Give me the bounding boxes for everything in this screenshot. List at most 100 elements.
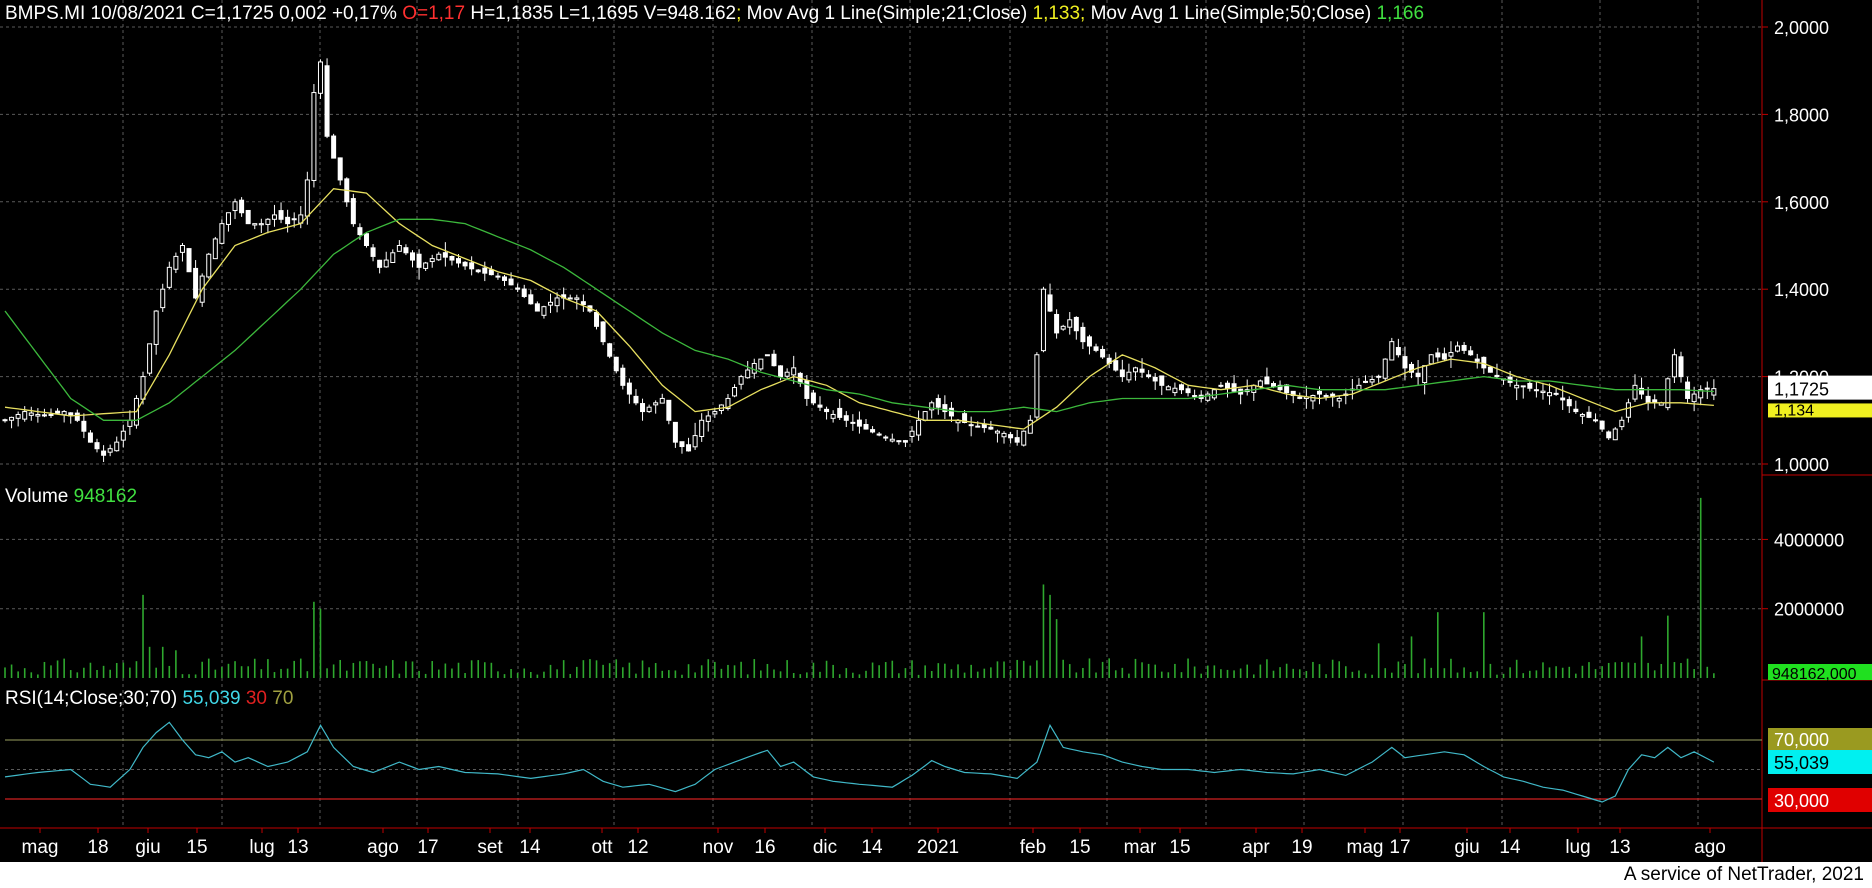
candle-body bbox=[1100, 348, 1106, 358]
candle-body bbox=[1678, 356, 1684, 378]
ma50-line bbox=[4, 218, 1714, 421]
x-tick-label: 12 bbox=[627, 837, 648, 858]
candle-body bbox=[1113, 360, 1119, 371]
price-header: BMPS.MI 10/08/2021 C=1,1725 0,002 +0,17%… bbox=[5, 3, 1424, 25]
candle-body bbox=[640, 403, 646, 413]
candle-body bbox=[810, 392, 816, 404]
x-tick-label: set bbox=[477, 837, 503, 858]
date: 10/08/2021 bbox=[90, 3, 186, 24]
candle-body bbox=[633, 395, 639, 404]
candle-body bbox=[35, 413, 41, 417]
candle-body bbox=[712, 411, 718, 415]
last-price-box bbox=[1768, 375, 1872, 400]
ticker: BMPS.MI bbox=[5, 3, 86, 24]
candle-body bbox=[462, 261, 468, 267]
candle-body bbox=[1639, 387, 1645, 395]
candle-body bbox=[488, 269, 494, 276]
candle-body bbox=[1632, 384, 1638, 400]
candle-body bbox=[147, 343, 153, 374]
candle-body bbox=[166, 266, 172, 288]
candle-body bbox=[1441, 353, 1447, 360]
candle-body bbox=[324, 65, 330, 137]
candle-body bbox=[363, 233, 369, 246]
candle-body bbox=[101, 450, 107, 456]
candle-body bbox=[909, 430, 915, 437]
candle-body bbox=[1586, 411, 1592, 418]
close: C=1,1725 bbox=[190, 3, 274, 24]
candle-body bbox=[1625, 402, 1631, 418]
candle-body bbox=[1297, 396, 1303, 399]
x-tick-label: 2021 bbox=[917, 837, 959, 858]
x-tick-label: 13 bbox=[1609, 837, 1630, 858]
last-volume-box bbox=[1768, 664, 1872, 680]
candle-body bbox=[502, 276, 508, 281]
candle-body bbox=[725, 397, 731, 410]
candle-body bbox=[613, 356, 619, 372]
y-tick-label: 1,8000 bbox=[1774, 105, 1829, 125]
y-tick-label: 2000000 bbox=[1774, 600, 1844, 620]
last-price-label: 1,1725 bbox=[1774, 380, 1829, 400]
candle-body bbox=[1619, 419, 1625, 428]
candle-body bbox=[1698, 389, 1704, 399]
candle-body bbox=[193, 267, 199, 299]
candle-body bbox=[403, 247, 409, 254]
candle-body bbox=[22, 411, 28, 420]
footer-credit: A service of NetTrader, 2021 bbox=[1623, 864, 1864, 885]
candle-body bbox=[594, 311, 600, 327]
candle-body bbox=[1422, 365, 1428, 384]
volume-bars bbox=[4, 497, 1715, 678]
candle-body bbox=[120, 430, 126, 441]
candle-body bbox=[1606, 431, 1612, 439]
x-tick-label: 19 bbox=[1291, 837, 1312, 858]
candle-body bbox=[771, 353, 777, 367]
candle-body bbox=[1034, 354, 1040, 418]
candle-body bbox=[948, 407, 954, 417]
x-tick-label: dic bbox=[813, 837, 837, 858]
candle-body bbox=[968, 424, 974, 427]
candle-body bbox=[666, 399, 672, 421]
ma50-value: 1,166 bbox=[1376, 3, 1425, 24]
candle-body bbox=[1139, 368, 1145, 373]
candle-body bbox=[1363, 380, 1369, 383]
candle-body bbox=[863, 424, 869, 430]
candle-body bbox=[409, 252, 415, 261]
separator: ; bbox=[1080, 3, 1086, 24]
candle-body bbox=[1211, 389, 1217, 399]
candle-body bbox=[285, 216, 291, 225]
candle-body bbox=[1093, 346, 1099, 351]
candle-body bbox=[87, 432, 93, 443]
candle-body bbox=[567, 297, 573, 300]
candle-body bbox=[1547, 392, 1553, 397]
candle-body bbox=[94, 442, 100, 450]
candle-body bbox=[81, 420, 87, 432]
volume-value: 948162 bbox=[73, 486, 138, 507]
candle-body bbox=[1579, 413, 1585, 417]
candle-body bbox=[28, 412, 34, 416]
footer-band bbox=[0, 862, 1872, 888]
candle-body bbox=[1514, 384, 1520, 389]
candle-body bbox=[495, 275, 501, 278]
candle-body bbox=[699, 419, 705, 437]
volume-label: Volume bbox=[5, 486, 69, 507]
candle-body bbox=[692, 435, 698, 448]
candle-body bbox=[942, 404, 948, 413]
candle-body bbox=[791, 367, 797, 376]
candle-body bbox=[1014, 437, 1020, 443]
candle-body bbox=[206, 253, 212, 278]
candle-body bbox=[107, 448, 113, 453]
candle-body bbox=[1192, 395, 1198, 398]
change: 0,002 bbox=[279, 3, 327, 24]
candle-body bbox=[916, 419, 922, 436]
candle-body bbox=[311, 92, 317, 181]
candle-body bbox=[1317, 390, 1323, 395]
candle-body bbox=[778, 365, 784, 378]
candle-body bbox=[1527, 382, 1533, 389]
candle-body bbox=[508, 278, 514, 286]
candle-body bbox=[232, 201, 238, 212]
candle-body bbox=[219, 223, 225, 244]
candle-body bbox=[173, 255, 179, 270]
candle-body bbox=[350, 198, 356, 225]
candle-body bbox=[475, 269, 481, 273]
candle-body bbox=[1080, 326, 1086, 343]
x-tick-label: apr bbox=[1242, 837, 1270, 858]
